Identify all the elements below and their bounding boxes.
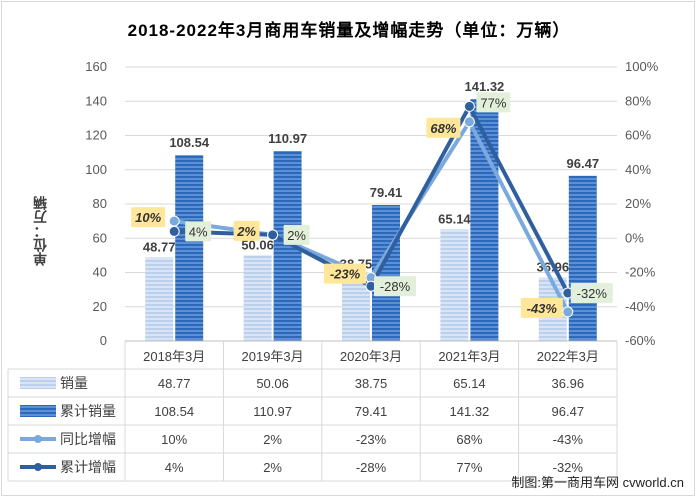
table-cell: 79.41 <box>355 404 388 419</box>
y2-tick-label: -40% <box>625 299 656 314</box>
table-cell: 2% <box>263 460 282 475</box>
cumulative-growth-label: -32% <box>577 286 608 301</box>
legend-marker-yoy-growth <box>34 435 42 443</box>
x-category-label: 2019年3月 <box>242 349 304 364</box>
point-yoy-growth <box>168 215 180 227</box>
y-tick-label: 160 <box>85 59 107 74</box>
bar-sales-label: 48.77 <box>143 239 176 254</box>
yoy-growth-label-box <box>233 220 260 241</box>
y-tick-label: 80 <box>93 196 107 211</box>
table-cell: 77% <box>456 460 482 475</box>
point-cumulative-growth <box>267 229 279 241</box>
cumulative-growth-label-box <box>476 92 511 113</box>
table-cell: -32% <box>553 460 584 475</box>
cumulative-growth-label-box <box>185 221 212 242</box>
y-tick-label: 60 <box>93 230 107 245</box>
yoy-growth-label-box <box>131 207 166 228</box>
y2-tick-label: 80% <box>625 93 651 108</box>
legend-marker-cumulative-growth <box>34 463 42 471</box>
bar-cumulative-label: 108.54 <box>169 135 210 150</box>
bar-cumulative-label: 110.97 <box>268 131 307 146</box>
y-tick-label: 0 <box>100 333 107 348</box>
table-cell: 68% <box>456 432 482 447</box>
table-cell: 38.75 <box>355 376 388 391</box>
y2-tick-label: 20% <box>625 196 651 211</box>
point-yoy-growth <box>463 116 475 128</box>
y2-tick-label: 40% <box>625 162 651 177</box>
yoy-growth-label: 10% <box>135 210 161 225</box>
cumulative-growth-label-box <box>283 224 310 245</box>
cumulative-growth-label-box <box>374 276 416 297</box>
table-cell: 36.96 <box>552 376 585 391</box>
yoy-growth-label-box <box>520 297 563 318</box>
table-cell: 4% <box>165 460 184 475</box>
point-cumulative-growth <box>463 100 475 112</box>
point-cumulative-growth <box>168 225 180 237</box>
bar-cumulative-sales <box>175 155 204 341</box>
legend-label: 销量 <box>60 375 88 391</box>
table-cell: -23% <box>356 432 387 447</box>
legend-key-cumulative-sales <box>20 405 56 417</box>
y2-tick-label: 100% <box>625 59 659 74</box>
y2-tick-label: 0% <box>625 230 644 245</box>
y2-tick-label: 60% <box>625 128 651 143</box>
yoy-growth-label-box <box>324 263 366 284</box>
bar-sales <box>145 257 174 341</box>
bar-cumulative-label: 96.47 <box>567 156 600 171</box>
table-cell: 50.06 <box>256 376 289 391</box>
table-cell: -43% <box>553 432 584 447</box>
y-tick-label: 120 <box>85 128 107 143</box>
cumulative-growth-label: -28% <box>380 279 411 294</box>
y-tick-label: 100 <box>85 162 107 177</box>
table-cell: 141.32 <box>450 404 490 419</box>
legend-key-sales <box>20 377 56 389</box>
bar-sales-label: 50.06 <box>241 237 274 252</box>
bar-sales-label: 65.14 <box>438 211 471 226</box>
y-tick-label: 140 <box>85 93 107 108</box>
bar-sales <box>243 255 272 341</box>
yoy-growth-label: -43% <box>527 301 558 316</box>
cumulative-growth-label: 4% <box>189 224 208 239</box>
x-category-label: 2021年3月 <box>438 349 500 364</box>
cumulative-growth-label: 77% <box>480 95 506 110</box>
credit-text: 制图:第一商用车网 cvworld.cn <box>511 475 684 490</box>
x-category-label: 2020年3月 <box>340 349 402 364</box>
x-category-label: 2022年3月 <box>537 349 599 364</box>
table-cell: 65.14 <box>453 376 486 391</box>
table-cell: 110.97 <box>253 404 292 419</box>
bar-cumulative-label: 79.41 <box>370 185 403 200</box>
table-cell: 48.77 <box>158 376 191 391</box>
chart-title: 2018-2022年3月商用车销量及增幅走势（单位：万辆） <box>127 21 571 40</box>
table-cell: 10% <box>161 432 187 447</box>
table-cell: -28% <box>356 460 387 475</box>
x-category-label: 2018年3月 <box>143 349 205 364</box>
yoy-growth-label: 68% <box>430 121 456 136</box>
bar-sales <box>440 229 469 341</box>
table-cell: 2% <box>263 432 282 447</box>
table-cell: 108.54 <box>154 404 194 419</box>
legend-label: 累计增幅 <box>60 459 116 475</box>
cumulative-growth-label-box <box>570 283 613 304</box>
y-tick-label: 20 <box>93 299 107 314</box>
y2-tick-label: -60% <box>625 333 656 348</box>
bar-cumulative-sales <box>568 175 597 341</box>
legend-label: 同比增幅 <box>60 431 116 447</box>
yoy-growth-label: 2% <box>236 224 256 239</box>
y2-tick-label: -20% <box>625 265 656 280</box>
y-tick-label: 40 <box>93 265 107 280</box>
point-yoy-growth <box>562 306 574 318</box>
table-cell: 96.47 <box>552 404 585 419</box>
cumulative-growth-label: 2% <box>287 228 306 243</box>
legend-label: 累计销量 <box>60 403 116 419</box>
bar-sales <box>342 274 370 341</box>
yoy-growth-label-box <box>426 117 461 138</box>
bar-cumulative-label: 141.32 <box>465 79 505 94</box>
yoy-growth-label: -23% <box>330 267 361 282</box>
bar-cumulative-sales <box>470 98 499 341</box>
